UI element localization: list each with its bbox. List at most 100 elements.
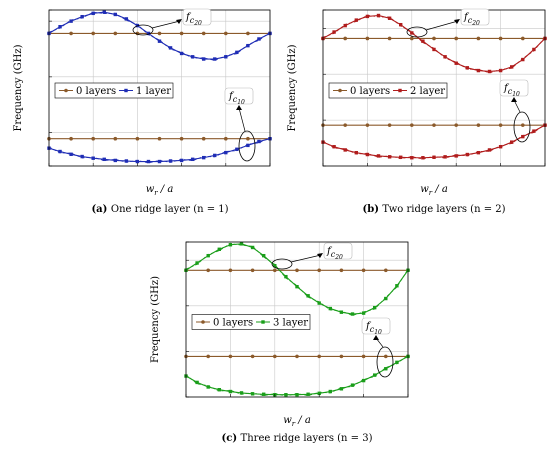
data-point bbox=[273, 268, 277, 273]
annotation-fc20-sub: c bbox=[190, 16, 195, 25]
x-axis-label-rest: / a bbox=[295, 415, 311, 426]
data-point bbox=[113, 136, 118, 141]
ellipse-marker bbox=[132, 24, 154, 36]
data-point bbox=[317, 391, 321, 396]
data-point bbox=[113, 31, 118, 36]
data-point bbox=[224, 150, 228, 155]
data-point bbox=[306, 392, 310, 396]
annotation-fc10-subsub: 10 bbox=[512, 91, 520, 98]
data-point bbox=[58, 149, 62, 154]
plot-frame bbox=[322, 9, 546, 167]
arrow-line bbox=[290, 254, 322, 263]
data-point bbox=[257, 37, 261, 41]
data-point bbox=[91, 156, 95, 160]
annotation-fc10: fc10 bbox=[365, 321, 382, 336]
series-0-layers bbox=[47, 136, 272, 141]
data-point bbox=[365, 152, 370, 157]
data-point bbox=[454, 154, 458, 158]
data-point bbox=[343, 23, 347, 28]
data-point bbox=[250, 354, 255, 359]
data-point bbox=[399, 22, 403, 27]
legend: 0 layers 2 layer bbox=[328, 82, 448, 99]
annotation-fc10-main: f bbox=[228, 91, 235, 102]
legend-entry: 2 layer bbox=[410, 86, 445, 97]
data-point bbox=[262, 392, 266, 396]
data-point bbox=[498, 36, 503, 41]
series-dashed-line bbox=[185, 243, 409, 316]
arrow-head bbox=[454, 19, 460, 24]
annotation-box bbox=[499, 79, 529, 97]
ellipse-marker bbox=[271, 258, 293, 270]
data-point bbox=[373, 305, 377, 310]
data-point bbox=[476, 150, 481, 155]
caption-letter: (b) bbox=[362, 204, 382, 215]
data-point bbox=[432, 155, 436, 159]
data-point bbox=[113, 12, 117, 17]
data-point bbox=[257, 139, 261, 144]
x-axis-label: wr / a bbox=[283, 415, 311, 428]
annotation-fc20: fc20 bbox=[185, 12, 202, 27]
data-point bbox=[179, 31, 184, 36]
y-axis-label: Frequency (GHz) bbox=[287, 44, 298, 131]
data-point bbox=[250, 245, 255, 250]
x-axis-label-main: w bbox=[420, 184, 429, 195]
data-point bbox=[179, 158, 184, 163]
data-point bbox=[250, 268, 255, 273]
data-point bbox=[376, 13, 381, 18]
data-point bbox=[354, 18, 358, 22]
data-point bbox=[387, 16, 392, 20]
data-point bbox=[421, 156, 425, 160]
data-point bbox=[228, 268, 233, 273]
plot-frame bbox=[185, 241, 409, 398]
caption-text: One ridge layer (n = 1) bbox=[111, 204, 229, 215]
x-axis-label-sub: r bbox=[292, 420, 296, 428]
annotation-fc10-sub: c bbox=[508, 87, 513, 96]
data-point bbox=[387, 123, 392, 127]
annotation-fc10-subsub: 10 bbox=[374, 329, 382, 336]
data-point bbox=[384, 296, 388, 301]
ellipse-marker bbox=[238, 130, 256, 162]
legend-swatch-marker bbox=[338, 88, 342, 93]
data-point bbox=[465, 66, 469, 70]
data-point bbox=[354, 150, 358, 155]
data-point bbox=[521, 36, 525, 41]
data-point bbox=[454, 123, 459, 127]
data-point bbox=[217, 388, 221, 392]
data-point bbox=[465, 152, 469, 157]
legend-box bbox=[191, 314, 311, 330]
data-point bbox=[498, 145, 503, 149]
data-point bbox=[498, 68, 503, 73]
data-point bbox=[69, 19, 73, 23]
data-point bbox=[317, 301, 321, 305]
data-point bbox=[384, 268, 388, 273]
data-point bbox=[339, 268, 344, 273]
data-point bbox=[328, 389, 332, 394]
data-point bbox=[239, 242, 244, 246]
annotation-fc10-subsub: 10 bbox=[237, 99, 245, 106]
series-0-layers bbox=[184, 354, 410, 359]
x-axis-label-rest: / a bbox=[158, 184, 174, 195]
caption-letter: (c) bbox=[222, 433, 241, 444]
legend-entry: 0 layers bbox=[76, 86, 116, 97]
data-point bbox=[157, 39, 162, 43]
data-point bbox=[487, 69, 492, 74]
annotation-fc10-sub: c bbox=[233, 95, 238, 104]
legend-entry: 3 layer bbox=[273, 318, 308, 329]
x-axis-label: wr / a bbox=[146, 184, 174, 197]
data-point bbox=[339, 387, 344, 391]
annotation-box bbox=[224, 87, 254, 105]
data-point bbox=[179, 51, 184, 56]
arrow-head bbox=[511, 97, 517, 102]
data-point bbox=[317, 268, 322, 273]
annotation-fc10-main: f bbox=[365, 321, 372, 332]
data-point bbox=[113, 158, 117, 163]
data-point bbox=[239, 391, 244, 395]
y-axis-label: Frequency (GHz) bbox=[150, 276, 161, 363]
data-point bbox=[146, 31, 151, 36]
data-point bbox=[454, 36, 459, 41]
data-point bbox=[343, 123, 348, 127]
series-dashed-line bbox=[322, 14, 546, 74]
